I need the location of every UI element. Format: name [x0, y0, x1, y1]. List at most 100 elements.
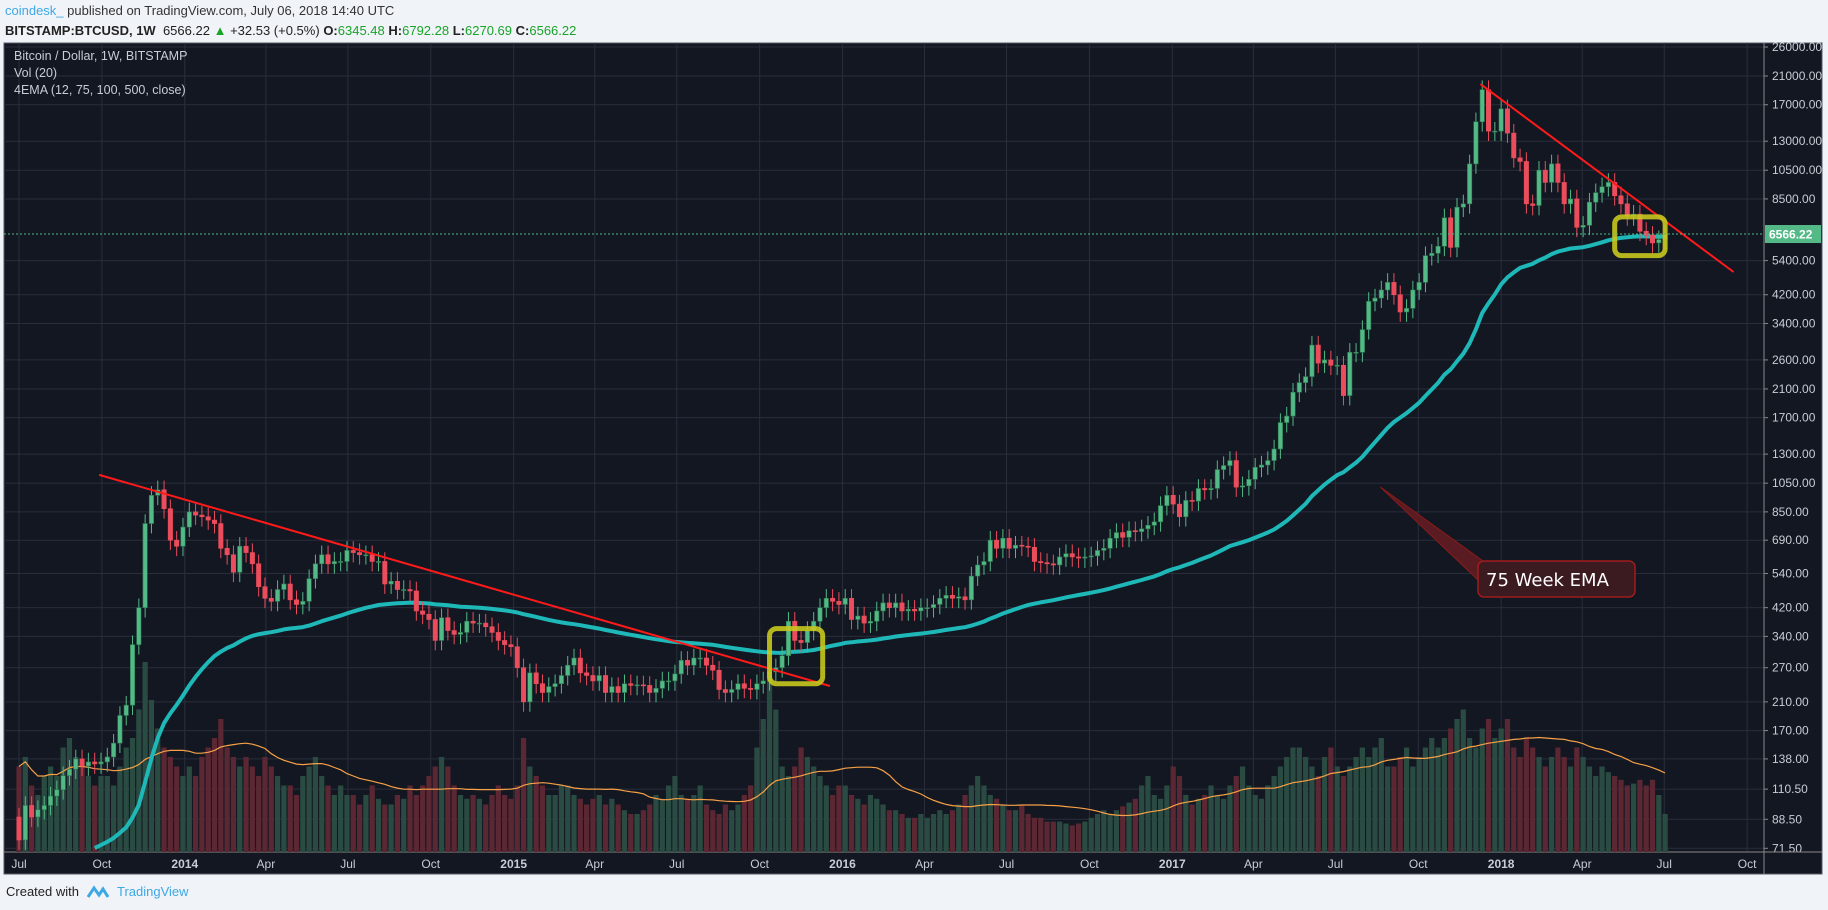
volume-bar [180, 776, 186, 852]
candle-body [1069, 553, 1075, 558]
candle-body [1082, 556, 1088, 559]
candle-body [905, 608, 911, 612]
y-tick-label: 2600.00 [1772, 353, 1816, 367]
volume-bar [1517, 757, 1523, 852]
footer: Created with TradingView [6, 884, 189, 899]
candle-body [502, 640, 508, 645]
candle-body [1637, 213, 1643, 232]
volume-bar [558, 785, 565, 852]
candle-body [1189, 500, 1195, 502]
candle-body [174, 539, 180, 547]
volume-bar [1347, 766, 1353, 852]
candle-body [798, 640, 804, 643]
candle-body [521, 667, 527, 703]
volume-bar [552, 795, 558, 852]
volume-bar [754, 747, 760, 852]
volume-bar [577, 798, 583, 852]
chart-background [3, 42, 1823, 875]
volume-bar [1082, 821, 1088, 852]
tradingview-logo-icon [86, 884, 109, 898]
candle-body [603, 675, 609, 693]
volume-bar [1303, 757, 1309, 852]
volume-bar [672, 776, 678, 852]
volume-bar [60, 747, 66, 852]
volume-bar [1372, 747, 1378, 852]
volume-bar [1321, 757, 1328, 852]
volume-bar [1391, 766, 1397, 852]
candle-body [912, 608, 918, 612]
volume-bar [356, 804, 363, 852]
y-tick-label: 10500.00 [1772, 163, 1822, 177]
volume-bar [937, 810, 943, 852]
candle-body [117, 715, 123, 744]
candle-body [1195, 488, 1201, 502]
candle-body [401, 589, 407, 591]
legend-volume: Vol (20) [14, 66, 58, 80]
candle-body [918, 607, 924, 612]
volume-bar [325, 785, 331, 852]
volume-bar [129, 738, 136, 852]
candle-body [237, 545, 243, 573]
volume-bar [1044, 821, 1050, 852]
candle-body [1158, 505, 1164, 523]
candle-body [161, 489, 167, 510]
volume-bar [382, 804, 388, 852]
candle-body [647, 685, 653, 693]
open-value: 6345.48 [337, 23, 385, 38]
volume-bar [1643, 785, 1649, 852]
volume-bar [546, 795, 552, 852]
x-tick-label: Apr [1244, 857, 1263, 871]
candle-body [464, 620, 470, 633]
candle-body [375, 561, 381, 563]
candle-body [855, 615, 861, 620]
volume-bar [962, 795, 968, 852]
candle-body [1422, 255, 1428, 283]
high-value: 6792.28 [402, 23, 450, 38]
candle-body [1063, 553, 1069, 558]
volume-bar [1549, 757, 1555, 852]
volume-bar [1183, 795, 1189, 852]
candle-body [1132, 530, 1138, 532]
y-tick-label: 1050.00 [1772, 476, 1816, 490]
tradingview-link[interactable]: TradingView [116, 884, 189, 899]
candle-body [1120, 532, 1126, 538]
candle-body [1523, 161, 1529, 205]
volume-bar [956, 804, 962, 852]
volume-bar [476, 798, 483, 852]
volume-bar [1385, 766, 1391, 852]
candle-body [703, 657, 709, 666]
candle-body [842, 597, 848, 605]
volume-bar [1094, 814, 1101, 852]
volume-bar [73, 757, 79, 852]
candle-body [874, 610, 880, 622]
candle-body [394, 580, 400, 590]
volume-bar [1618, 779, 1624, 852]
candle-body [130, 644, 136, 706]
publisher-link[interactable]: coindesk_ [5, 3, 64, 18]
volume-bar [174, 766, 180, 852]
x-tick-label: Apr [257, 857, 276, 871]
volume-bar [1479, 728, 1485, 852]
volume-ma-line [18, 736, 1666, 817]
volume-bar [79, 766, 85, 852]
volume-bar [1460, 709, 1466, 852]
candle-body [1404, 308, 1410, 313]
volume-bar [1019, 804, 1025, 852]
volume-bar [1511, 747, 1517, 852]
candle-body [29, 805, 35, 818]
candle-body [1328, 359, 1334, 366]
candle-body [596, 675, 602, 682]
volume-bar [1309, 766, 1315, 852]
candle-body [224, 548, 230, 556]
candle-body [300, 601, 306, 605]
y-tick-label: 1300.00 [1772, 447, 1816, 461]
volume-bar [344, 795, 350, 852]
candle-body [1176, 503, 1182, 518]
volume-bar [1422, 747, 1429, 852]
published-text: published on TradingView.com, July 06, 2… [67, 3, 395, 18]
y-tick-label: 4200.00 [1772, 288, 1816, 302]
candle-body [1050, 563, 1056, 566]
candle-body [1504, 108, 1510, 134]
volume-bar [338, 785, 344, 852]
